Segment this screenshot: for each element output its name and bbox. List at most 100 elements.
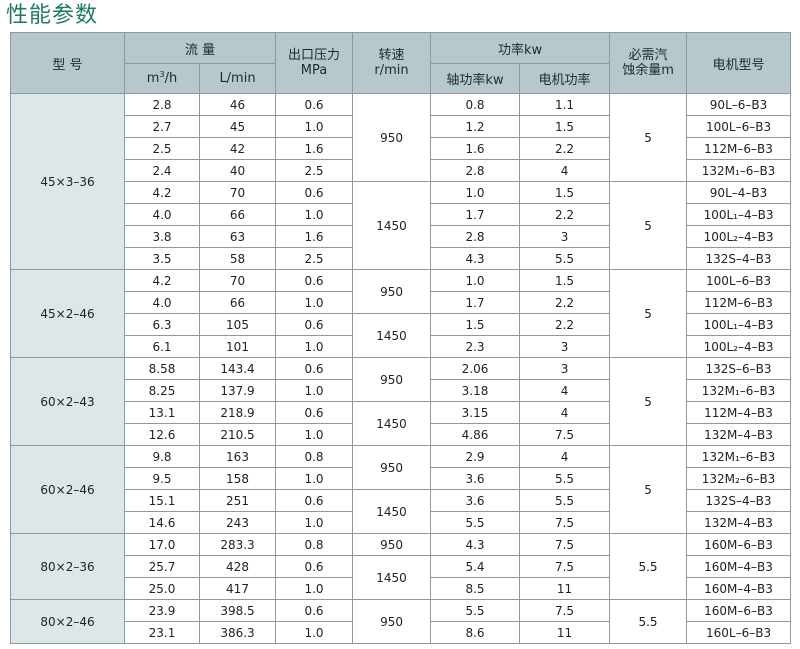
speed-cell: 950: [352, 357, 432, 402]
table-row: 14.6 243 1.0 5.5 7.5 132M–4–B3: [11, 511, 792, 534]
flow-lmin-cell: 105: [198, 313, 277, 336]
flow-lmin-cell: 45: [198, 115, 277, 138]
table-row: 4.0 66 1.0 1.7 2.2 112M–6–B3: [11, 291, 792, 314]
header-motor-power: 电机功率: [519, 63, 611, 94]
flow-m3h-cell: 2.7: [124, 115, 200, 138]
speed-cell: 950: [352, 599, 432, 644]
flow-lmin-cell: 66: [198, 291, 277, 314]
shaft-power-cell: 4.3: [430, 247, 521, 270]
motor-model-cell: 160M–4–B3: [686, 555, 792, 578]
page-title: 性能参数: [6, 3, 99, 28]
motor-power-cell: 4: [519, 445, 611, 468]
table-row: 4.0 66 1.0 1.7 2.2 100L₁–4–B3: [11, 203, 792, 226]
motor-power-cell: 1.5: [519, 181, 611, 204]
pressure-cell: 0.8: [275, 445, 354, 468]
shaft-power-cell: 1.0: [430, 181, 521, 204]
pressure-cell: 1.0: [275, 577, 354, 600]
flow-m3h-cell: 23.1: [124, 621, 200, 644]
motor-model-cell: 112M–4–B3: [686, 401, 792, 424]
shaft-power-cell: 2.8: [430, 225, 521, 248]
header-pressure: 出口压力 MPa: [275, 32, 354, 94]
speed-cell: 950: [352, 269, 432, 314]
motor-power-cell: 7.5: [519, 511, 611, 534]
motor-model-cell: 90L–4–B3: [686, 181, 792, 204]
table-row: 8.25 137.9 1.0 3.18 4 132M₁–6–B3: [11, 379, 792, 402]
pressure-cell: 0.8: [275, 533, 354, 556]
flow-lmin-cell: 58: [198, 247, 277, 270]
header-flow-m3h-tail: /h: [164, 71, 178, 86]
header-flow-lmin: L/min: [198, 63, 277, 94]
npsh-cell: 5.5: [609, 599, 688, 644]
table-row: 12.6 210.5 1.0 4.86 7.5 132M–4–B3: [11, 423, 792, 446]
table-row: 23.1 386.3 1.0 8.6 11 160L–6–B3: [11, 621, 792, 644]
flow-lmin-cell: 101: [198, 335, 277, 358]
table-row: 60×2–46 9.8 163 0.8 950 2.9 4 5 132M₁–6–B3: [10, 445, 792, 534]
flow-lmin-cell: 158: [198, 467, 277, 490]
pressure-cell: 0.6: [275, 181, 354, 204]
shaft-power-cell: 1.5: [430, 313, 521, 336]
header-pressure-unit: MPa: [300, 63, 328, 78]
motor-model-cell: 132M₁–6–B3: [686, 159, 792, 182]
motor-model-cell: 100L₁–4–B3: [686, 313, 792, 336]
npsh-cell: 5: [609, 93, 688, 182]
shaft-power-cell: 3.18: [430, 379, 521, 402]
motor-power-cell: 4: [519, 379, 611, 402]
model-cell: 80×2–46: [10, 599, 125, 644]
model-cell: 45×3–36: [10, 93, 125, 270]
table-row: 3.5 58 2.5 4.3 5.5 132S–4–B3: [11, 247, 792, 270]
motor-model-cell: 100L–6–B3: [686, 115, 792, 138]
motor-power-cell: 2.2: [519, 203, 611, 226]
flow-m3h-cell: 17.0: [124, 533, 200, 556]
flow-lmin-cell: 283.3: [198, 533, 277, 556]
table-header: 型 号 流 量 出口压力 MPa 转速 r/min 功率kw 必需汽 蚀余量m …: [10, 32, 792, 94]
performance-table: 型 号 流 量 出口压力 MPa 转速 r/min 功率kw 必需汽 蚀余量m …: [10, 32, 792, 644]
flow-lmin-cell: 137.9: [198, 379, 277, 402]
flow-m3h-cell: 9.5: [124, 467, 200, 490]
flow-lmin-cell: 66: [198, 203, 277, 226]
header-pressure-label: 出口压力: [288, 48, 341, 63]
shaft-power-cell: 3.6: [430, 467, 521, 490]
pressure-cell: 1.0: [275, 291, 354, 314]
speed-cell: 950: [352, 445, 432, 490]
motor-power-cell: 4: [519, 159, 611, 182]
table-body: 45×3–36 2.8 46 0.6 950 0.8 1.1 5 90L–6–B3 2.7 45 1.…: [10, 93, 792, 644]
motor-model-cell: 160M–6–B3: [686, 533, 792, 556]
npsh-cell: 5: [609, 357, 688, 446]
flow-m3h-cell: 15.1: [124, 489, 200, 512]
table-row: 2.4 40 2.5 2.8 4 132M₁–6–B3: [11, 159, 792, 182]
table-row: 45×3–36 2.8 46 0.6 950 0.8 1.1 5 90L–6–B3: [10, 93, 792, 270]
speed-cell: 1450: [352, 181, 432, 270]
flow-lmin-cell: 46: [198, 93, 277, 116]
motor-model-cell: 160M–4–B3: [686, 577, 792, 600]
table-row: 45×2–46 4.2 70 0.6 950 1.0 1.5 5 100L–6–B3: [10, 269, 792, 358]
flow-lmin-cell: 218.9: [198, 401, 277, 424]
motor-model-cell: 100L₁–4–B3: [686, 203, 792, 226]
flow-m3h-cell: 3.5: [124, 247, 200, 270]
npsh-cell: 5: [609, 181, 688, 270]
flow-m3h-cell: 2.4: [124, 159, 200, 182]
motor-model-cell: 132S–6–B3: [686, 357, 792, 380]
header-npsh: 必需汽 蚀余量m: [609, 32, 688, 94]
table-row: 25.0 417 1.0 8.5 11 160M–4–B3: [11, 577, 792, 600]
motor-model-cell: 160M–6–B3: [686, 599, 792, 622]
npsh-cell: 5: [609, 445, 688, 534]
shaft-power-cell: 3.6: [430, 489, 521, 512]
flow-m3h-cell: 25.7: [124, 555, 200, 578]
pressure-cell: 1.0: [275, 203, 354, 226]
motor-power-cell: 2.2: [519, 291, 611, 314]
motor-power-cell: 2.2: [519, 137, 611, 160]
shaft-power-cell: 5.5: [430, 599, 521, 622]
motor-power-cell: 1.1: [519, 93, 611, 116]
flow-lmin-cell: 243: [198, 511, 277, 534]
pressure-cell: 1.0: [275, 621, 354, 644]
shaft-power-cell: 5.5: [430, 511, 521, 534]
shaft-power-cell: 3.15: [430, 401, 521, 424]
table-row: 4.2 70 0.6 1450 1.0 1.5 5 90L–4–B3: [11, 181, 792, 270]
header-motor-model: 电机型号: [686, 32, 792, 94]
flow-m3h-cell: 9.8: [124, 445, 200, 468]
pressure-cell: 0.6: [275, 313, 354, 336]
flow-m3h-cell: 4.0: [124, 291, 200, 314]
flow-m3h-cell: 13.1: [124, 401, 200, 424]
header-power: 功率kw: [430, 32, 611, 64]
flow-m3h-cell: 6.3: [124, 313, 200, 336]
